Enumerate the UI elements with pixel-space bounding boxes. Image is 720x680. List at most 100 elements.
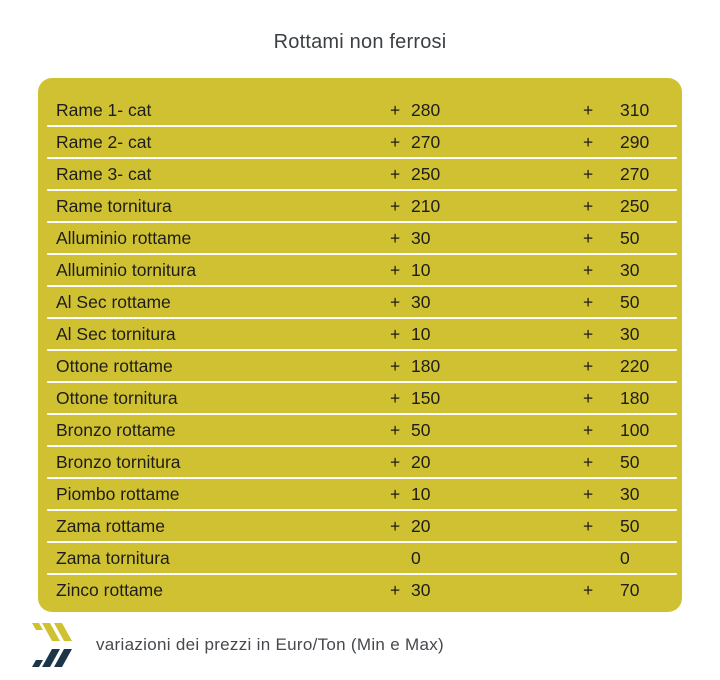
min-sign: + — [390, 451, 401, 472]
table-row: Bronzo rottame +50 +100 — [38, 415, 682, 445]
min-value: 20 — [411, 515, 431, 536]
row-divider — [47, 477, 677, 479]
max-sign: + — [583, 291, 594, 312]
min-value: 10 — [411, 259, 431, 280]
min-value: 0 — [411, 547, 421, 568]
min-value: 30 — [411, 291, 431, 312]
table-row: Zinco rottame +30 +70 — [38, 575, 682, 605]
table-row: Piombo rottame +10 +30 — [38, 479, 682, 509]
row-divider — [47, 317, 677, 319]
row-divider — [47, 573, 677, 575]
max-value: 0 — [620, 547, 630, 568]
table-row: Ottone rottame +180 +220 — [38, 351, 682, 381]
max-sign: + — [583, 483, 594, 504]
row-divider — [47, 125, 677, 127]
min-sign: + — [390, 259, 401, 280]
min-sign: + — [390, 291, 401, 312]
row-label: Bronzo rottame — [56, 419, 176, 440]
row-label: Rame 3- cat — [56, 163, 152, 184]
row-label: Zama tornitura — [56, 547, 170, 568]
max-sign: + — [583, 451, 594, 472]
page-title: Rottami non ferrosi — [273, 31, 447, 53]
min-sign: + — [390, 515, 401, 536]
max-value: 100 — [620, 419, 650, 440]
max-value: 310 — [620, 99, 650, 120]
max-sign: + — [583, 515, 594, 536]
row-label: Rame 1- cat — [56, 99, 152, 120]
table-row: Alluminio rottame +30 +50 — [38, 223, 682, 253]
row-divider — [47, 253, 677, 255]
min-sign: + — [390, 227, 401, 248]
table-row: Rame 1- cat +280 +310 — [38, 95, 682, 125]
row-label: Zinco rottame — [56, 579, 163, 600]
row-label: Piombo rottame — [56, 483, 180, 504]
page: Rottami non ferrosi Rame 1- cat +280 +310 R… — [0, 30, 720, 680]
row-divider — [47, 381, 677, 383]
min-sign: + — [390, 131, 401, 152]
max-value: 30 — [620, 259, 640, 280]
footer: variazioni dei prezzi in Euro/Ton (Min e… — [30, 622, 720, 668]
max-value: 70 — [620, 579, 640, 600]
max-value: 50 — [620, 515, 640, 536]
row-divider — [47, 189, 677, 191]
row-label: Al Sec rottame — [56, 291, 171, 312]
price-table: Rame 1- cat +280 +310 Rame 2- cat +270 +290 Ra… — [38, 78, 682, 612]
min-sign: + — [390, 323, 401, 344]
min-sign: + — [390, 163, 401, 184]
table-row: Zama rottame +20 +50 — [38, 511, 682, 541]
max-value: 270 — [620, 163, 650, 184]
table-row: Bronzo tornitura +20 +50 — [38, 447, 682, 477]
max-sign: + — [583, 195, 594, 216]
table-row: Al Sec rottame +30 +50 — [38, 287, 682, 317]
row-label: Rame 2- cat — [56, 131, 152, 152]
table-row: Alluminio tornitura +10 +30 — [38, 255, 682, 285]
min-value: 50 — [411, 419, 431, 440]
min-value: 30 — [411, 579, 431, 600]
table-row: Ottone tornitura +150 +180 — [38, 383, 682, 413]
min-sign: + — [390, 99, 401, 120]
max-sign: + — [583, 227, 594, 248]
table-row: Rame tornitura +210 +250 — [38, 191, 682, 221]
row-label: Alluminio tornitura — [56, 259, 197, 280]
min-value: 150 — [411, 387, 441, 408]
min-value: 270 — [411, 131, 441, 152]
max-sign: + — [583, 419, 594, 440]
min-sign: + — [390, 419, 401, 440]
row-label: Ottone rottame — [56, 355, 173, 376]
table-row: Rame 2- cat +270 +290 — [38, 127, 682, 157]
row-divider — [47, 445, 677, 447]
row-divider — [47, 413, 677, 415]
row-label: Zama rottame — [56, 515, 165, 536]
row-label: Ottone tornitura — [56, 387, 178, 408]
row-divider — [47, 221, 677, 223]
min-sign: + — [390, 579, 401, 600]
max-value: 290 — [620, 131, 650, 152]
max-value: 50 — [620, 451, 640, 472]
max-value: 220 — [620, 355, 650, 376]
table-caption: variazioni dei prezzi in Euro/Ton (Min e… — [96, 635, 444, 654]
max-sign: + — [583, 387, 594, 408]
min-sign: + — [390, 483, 401, 504]
max-sign: + — [583, 99, 594, 120]
min-value: 20 — [411, 451, 431, 472]
min-value: 250 — [411, 163, 441, 184]
max-sign: + — [583, 355, 594, 376]
row-divider — [47, 349, 677, 351]
max-sign: + — [583, 259, 594, 280]
max-value: 180 — [620, 387, 650, 408]
table-row: Rame 3- cat +250 +270 — [38, 159, 682, 189]
min-value: 180 — [411, 355, 441, 376]
min-value: 280 — [411, 99, 441, 120]
row-divider — [47, 157, 677, 159]
row-divider — [47, 509, 677, 511]
max-value: 250 — [620, 195, 650, 216]
row-label: Al Sec tornitura — [56, 323, 176, 344]
table-row: Zama tornitura 0 0 — [38, 543, 682, 573]
min-value: 210 — [411, 195, 441, 216]
min-value: 10 — [411, 483, 431, 504]
max-value: 30 — [620, 483, 640, 504]
min-value: 10 — [411, 323, 431, 344]
max-value: 30 — [620, 323, 640, 344]
min-sign: + — [390, 387, 401, 408]
max-sign: + — [583, 579, 594, 600]
